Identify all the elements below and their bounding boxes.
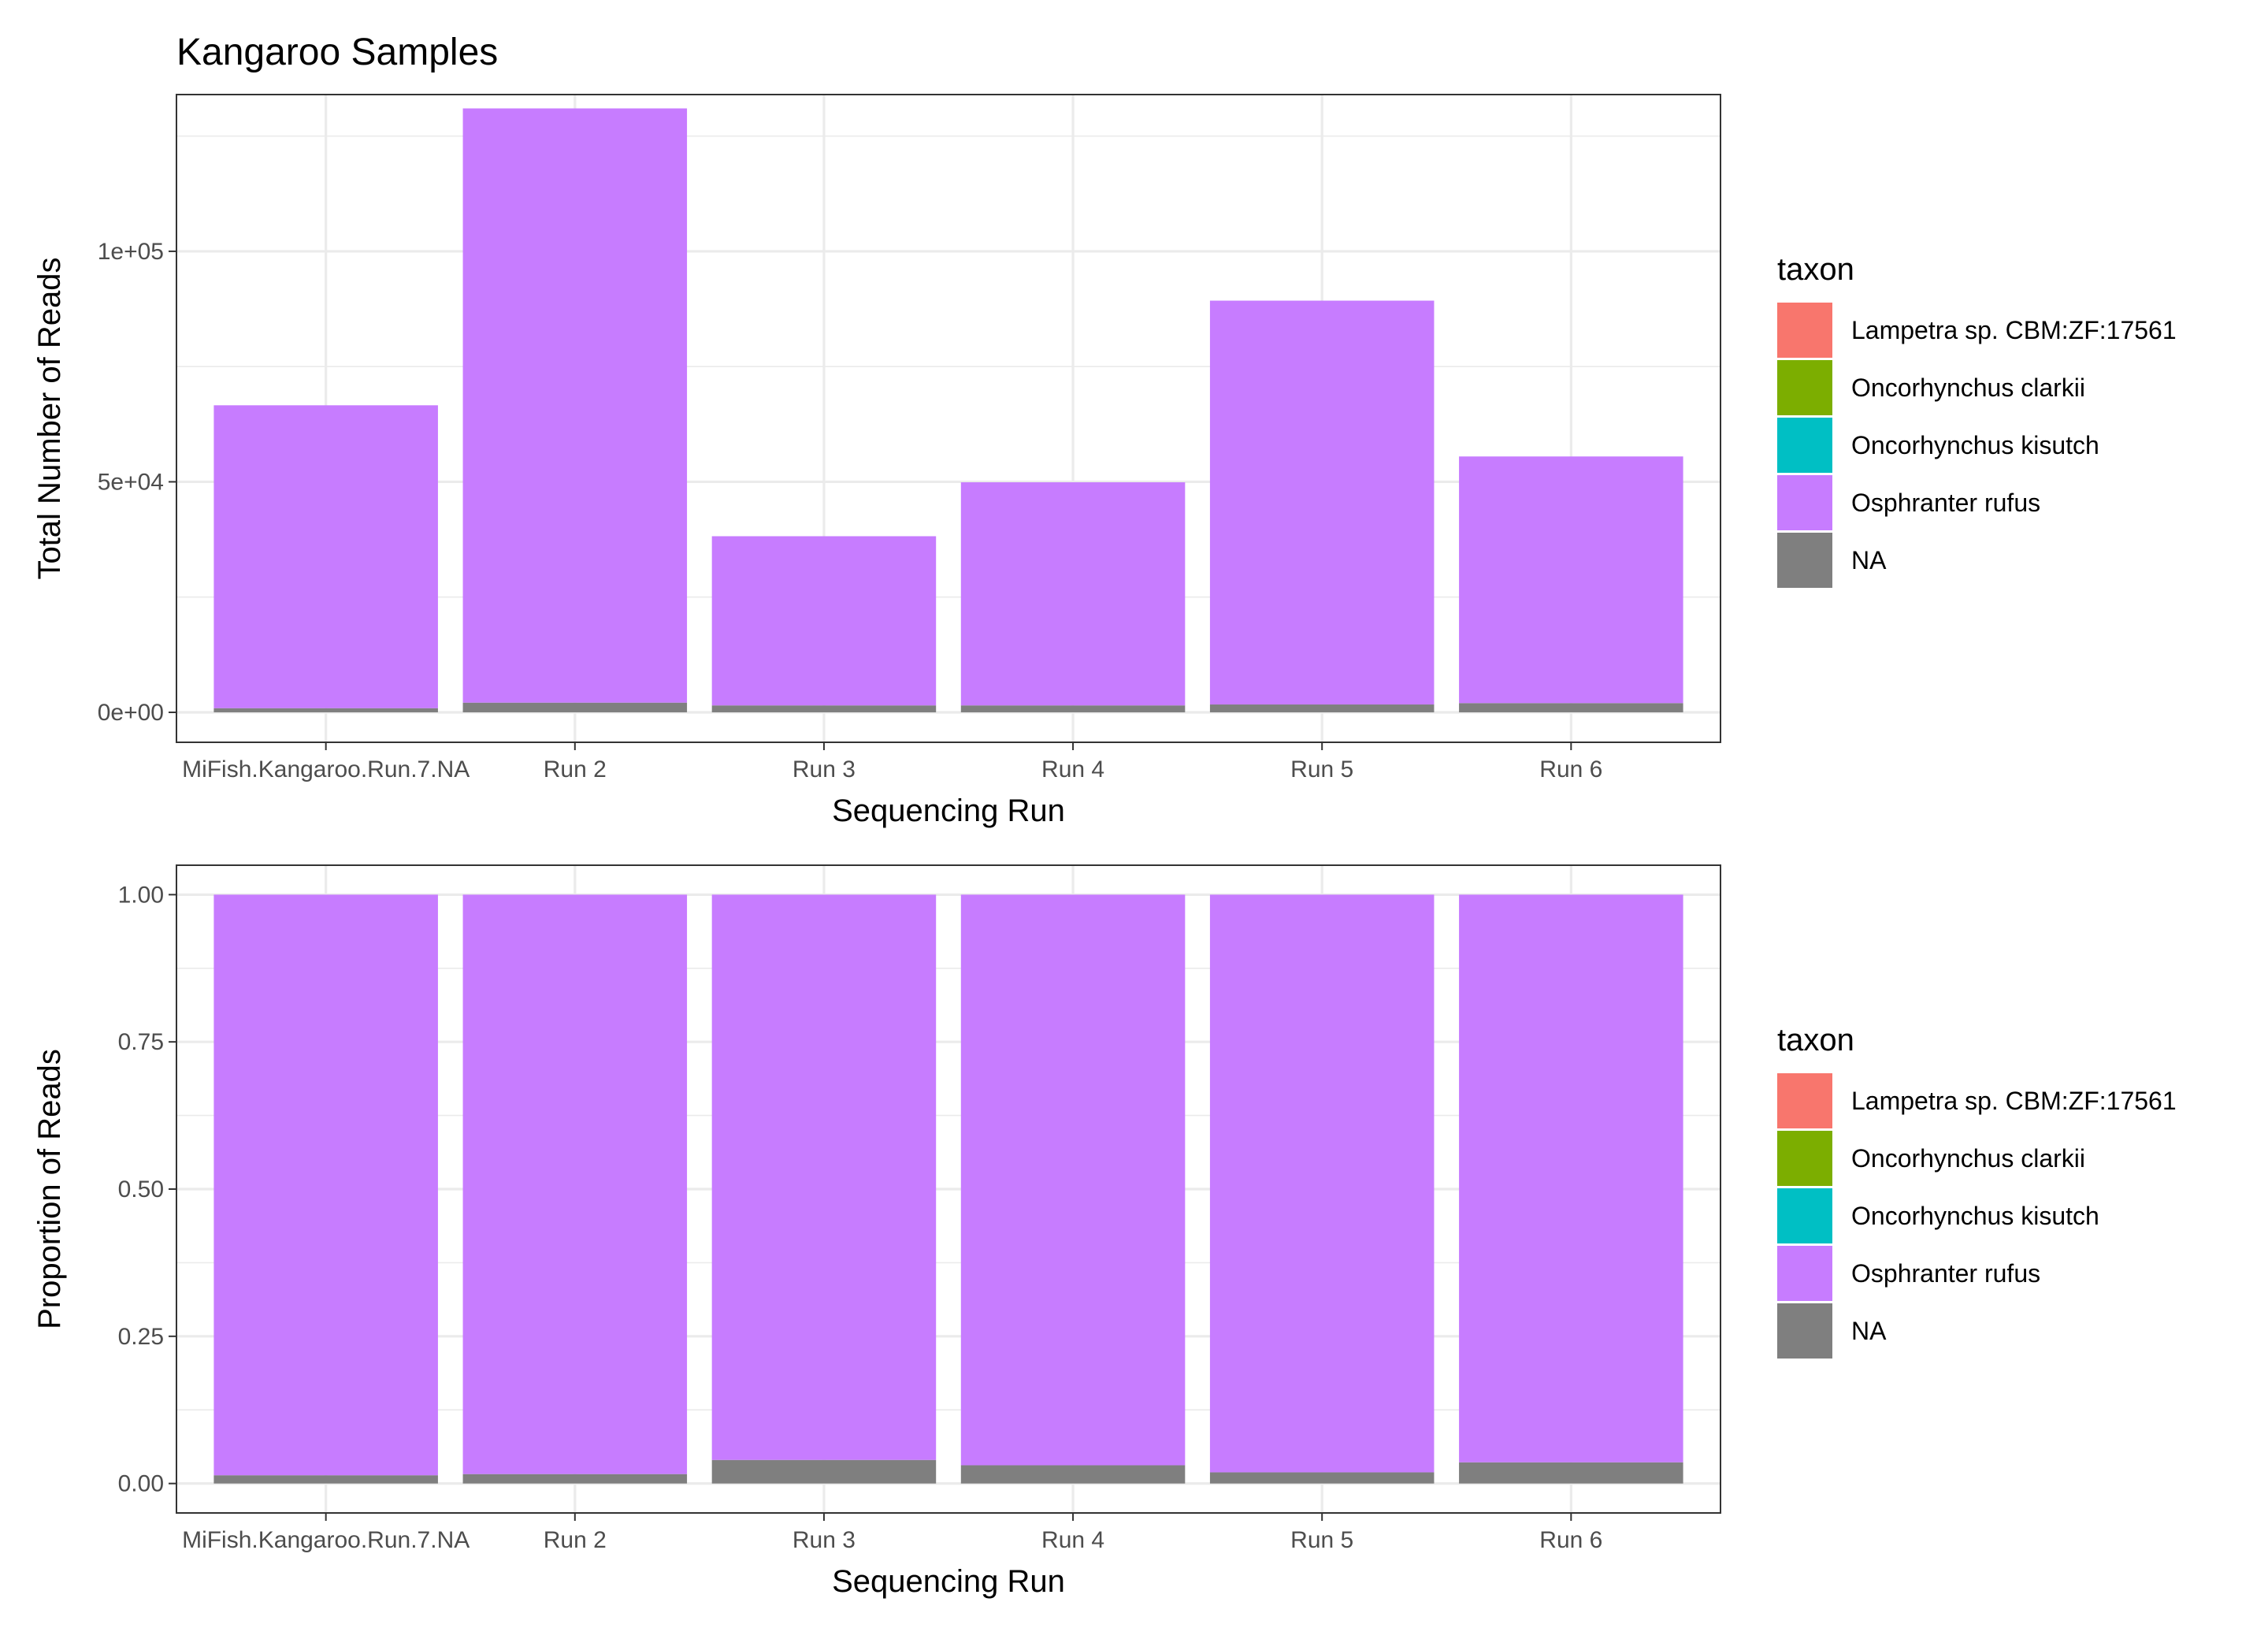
legend-label: NA (1851, 546, 1887, 574)
panel-proportion-reads: 0.00 0.25 0.50 0.75 1.00 MiFish.Kangaroo.Run.… (32, 864, 1721, 1599)
bar-osphranter-rufus-5 (1209, 894, 1435, 1473)
x-axis-title: Sequencing Run (832, 794, 1065, 828)
bar-na-3 (711, 705, 937, 712)
legend-key-na (1777, 533, 1832, 588)
bar-na-3 (711, 1459, 937, 1484)
y-tick-label: 0.00 (118, 1471, 164, 1497)
legend-top: taxon Lampetra sp. CBM:ZF:17561 Oncorhynch… (1777, 252, 2177, 588)
bar-na-4 (960, 1465, 1186, 1484)
legend-label: Oncorhynchus clarkii (1851, 374, 2085, 402)
bar-osphranter-rufus-6 (1459, 894, 1683, 1463)
legend-key-osphranter-rufus (1777, 1246, 1832, 1301)
x-axis-title: Sequencing Run (832, 1564, 1065, 1599)
bar-osphranter-rufus-3 (711, 894, 937, 1460)
legend-label: Lampetra sp. CBM:ZF:17561 (1851, 1087, 2177, 1115)
bar-na-5 (1209, 704, 1435, 712)
chart-title: Kangaroo Samples (176, 32, 498, 73)
y-axis-title: Proportion of Reads (32, 1049, 67, 1329)
bar-na-1 (213, 708, 438, 712)
y-tick-label: 0e+00 (98, 700, 164, 726)
bar-na-4 (960, 705, 1186, 712)
legend-title: taxon (1777, 1023, 1854, 1057)
panel-border (176, 94, 1721, 743)
legend-label: Osphranter rufus (1851, 489, 2040, 517)
bar-na-2 (462, 1474, 688, 1484)
legend-label: Oncorhynchus clarkii (1851, 1144, 2085, 1173)
y-tick-label: 1.00 (118, 882, 164, 908)
legend-key-lampetra-sp-cbm-zf-17561 (1777, 303, 1832, 358)
x-tick-label: MiFish.Kangaroo.Run.7.NA (182, 1527, 470, 1553)
bar-osphranter-rufus-4 (960, 894, 1186, 1466)
legend-label: NA (1851, 1317, 1887, 1345)
y-tick-label: 5e+04 (98, 469, 164, 495)
x-tick-label: Run 4 (1041, 756, 1104, 782)
bar-osphranter-rufus-2 (462, 894, 688, 1474)
bar-osphranter-rufus-1 (213, 405, 438, 708)
bar-osphranter-rufus-6 (1459, 456, 1683, 704)
bar-na-6 (1459, 703, 1683, 712)
legend-label: Lampetra sp. CBM:ZF:17561 (1851, 316, 2177, 344)
legend-key-osphranter-rufus (1777, 475, 1832, 530)
bar-na-6 (1459, 1462, 1683, 1484)
y-tick-label: 0.25 (118, 1324, 164, 1350)
y-tick-label: 0.50 (118, 1176, 164, 1202)
x-tick-label: Run 6 (1539, 1527, 1602, 1553)
bar-osphranter-rufus-2 (462, 108, 688, 703)
legend-label: Oncorhynchus kisutch (1851, 431, 2099, 459)
bar-osphranter-rufus-4 (960, 482, 1186, 706)
legend-key-oncorhynchus-clarkii (1777, 360, 1832, 415)
legend-key-na (1777, 1303, 1832, 1359)
legend-key-lampetra-sp-cbm-zf-17561 (1777, 1073, 1832, 1128)
x-tick-label: Run 3 (793, 756, 856, 782)
x-tick-label: Run 5 (1290, 1527, 1353, 1553)
y-axis-title: Total Number of Reads (32, 257, 67, 579)
legend-key-oncorhynchus-kisutch (1777, 1188, 1832, 1243)
legend-label: Oncorhynchus kisutch (1851, 1202, 2099, 1230)
y-tick-label: 1e+05 (98, 239, 164, 265)
bar-osphranter-rufus-1 (213, 894, 438, 1476)
x-tick-label: Run 6 (1539, 756, 1602, 782)
bar-na-5 (1209, 1472, 1435, 1484)
bar-na-2 (462, 702, 688, 712)
x-tick-label: Run 5 (1290, 756, 1353, 782)
legend-label: Osphranter rufus (1851, 1259, 2040, 1288)
bar-na-1 (213, 1475, 438, 1484)
bar-osphranter-rufus-5 (1209, 300, 1435, 705)
x-tick-label: Run 3 (793, 1527, 856, 1553)
x-tick-label: MiFish.Kangaroo.Run.7.NA (182, 756, 470, 782)
legend-title: taxon (1777, 252, 1854, 287)
panel-total-reads: 0e+00 5e+04 1e+05 MiFish.Kangaroo.Run.7.NA R… (32, 94, 1721, 828)
x-tick-label: Run 2 (544, 1527, 607, 1553)
legend-bottom: taxon Lampetra sp. CBM:ZF:17561 Oncorhynch… (1777, 1023, 2177, 1359)
y-tick-label: 0.75 (118, 1029, 164, 1055)
x-tick-label: Run 4 (1041, 1527, 1104, 1553)
legend-key-oncorhynchus-kisutch (1777, 418, 1832, 473)
bar-osphranter-rufus-3 (711, 536, 937, 706)
x-tick-label: Run 2 (544, 756, 607, 782)
legend-key-oncorhynchus-clarkii (1777, 1131, 1832, 1186)
